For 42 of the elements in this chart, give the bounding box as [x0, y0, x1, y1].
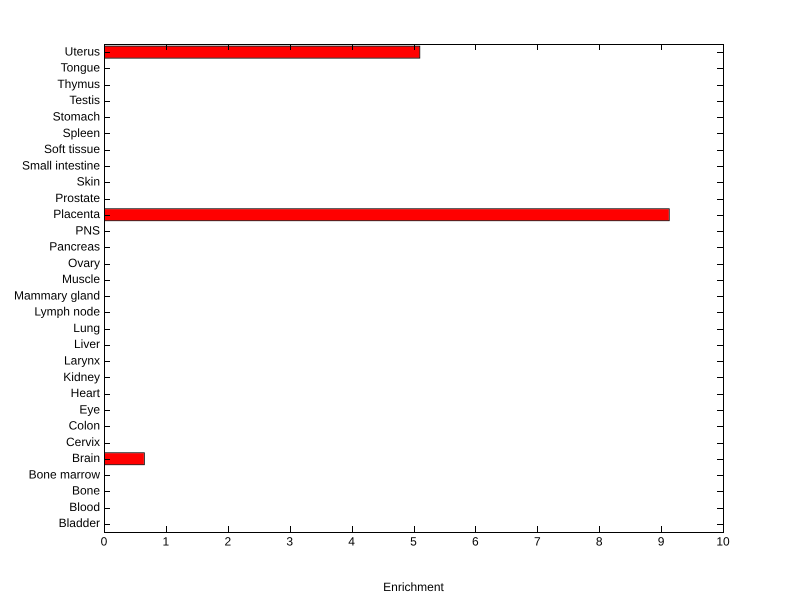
- y-tick-label: Bone marrow: [28, 467, 100, 482]
- y-tick-label: Stomach: [52, 110, 100, 124]
- y-tick-label: Ovary: [68, 256, 100, 270]
- x-tick-label: 8: [596, 534, 603, 549]
- y-tick-label: PNS: [75, 223, 100, 238]
- y-tick-label: Heart: [70, 386, 101, 400]
- y-tick-label: Testis: [69, 93, 100, 108]
- y-tick-label: Cervix: [66, 434, 100, 449]
- y-tick-label: Skin: [76, 174, 100, 189]
- y-tick-label: Soft tissue: [44, 142, 100, 156]
- x-tick-label: 3: [286, 534, 294, 549]
- x-tick-label: 7: [534, 534, 541, 549]
- y-tick-label: Lymph node: [34, 304, 100, 319]
- y-tick-label: Prostate: [55, 190, 100, 205]
- x-tick-label: 6: [472, 534, 480, 549]
- y-tick-label: Liver: [74, 337, 100, 352]
- y-tick-label: Spleen: [62, 126, 100, 140]
- x-tick-label: 0: [100, 534, 108, 549]
- y-tick-label: Kidney: [63, 370, 100, 384]
- x-tick-label: 2: [224, 534, 232, 549]
- y-tick-label: Small intestine: [22, 158, 100, 172]
- y-tick-label: Mammary gland: [14, 288, 100, 302]
- x-axis-title: Enrichment: [383, 580, 445, 594]
- y-tick-label: Muscle: [62, 272, 100, 286]
- y-tick-label: Bone: [72, 484, 100, 498]
- y-tick-label: Colon: [68, 418, 100, 433]
- y-tick-label: Lung: [73, 320, 100, 335]
- y-tick-label: Pancreas: [49, 240, 100, 254]
- y-tick-label: Uterus: [64, 44, 100, 58]
- y-tick-label: Tongue: [60, 60, 100, 75]
- x-tick-label: 5: [410, 534, 418, 549]
- y-tick-label: Eye: [79, 402, 100, 416]
- y-tick-label: Bladder: [58, 516, 100, 530]
- y-tick-label: Larynx: [64, 354, 100, 368]
- x-tick-label: 4: [348, 534, 356, 549]
- y-tick-label: Thymus: [57, 76, 100, 91]
- x-tick-label: 1: [162, 534, 170, 549]
- x-tick-label: 10: [716, 534, 730, 549]
- y-tick-label: Blood: [69, 500, 100, 514]
- y-tick-label: Brain: [72, 451, 100, 466]
- y-tick-label: Placenta: [53, 207, 100, 222]
- x-tick-label: 9: [658, 534, 665, 549]
